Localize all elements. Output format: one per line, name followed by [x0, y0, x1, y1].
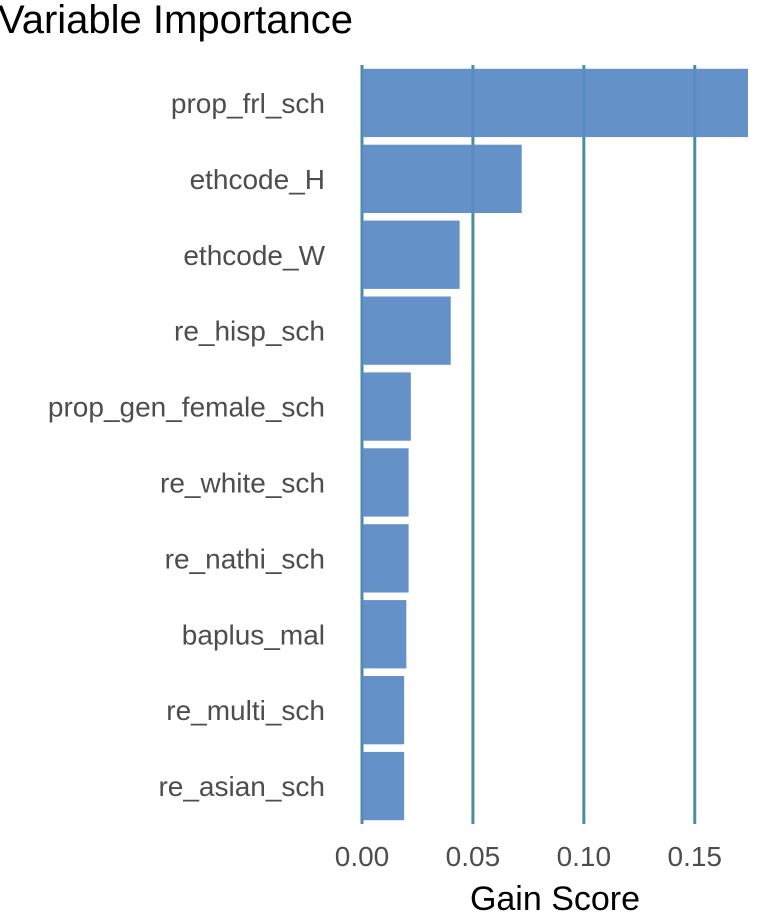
bars: [362, 68, 748, 821]
x-tick-label: 0.05: [446, 841, 501, 872]
x-tick-label: 0.00: [335, 841, 390, 872]
x-tick-labels: 0.00 0.05 0.10 0.15: [335, 841, 722, 872]
category-label: re_white_sch: [160, 467, 325, 498]
bar-prop_frl_sch: [362, 68, 748, 138]
category-label: prop_gen_female_sch: [48, 392, 325, 423]
bar-re_asian_sch: [362, 751, 405, 821]
category-label: ethcode_W: [183, 240, 325, 271]
category-label: prop_frl_sch: [171, 88, 325, 119]
bar-baplus_mal: [362, 600, 407, 669]
x-tick-label: 0.10: [557, 841, 612, 872]
bar-prop_gen_female_sch: [362, 372, 411, 441]
category-label: baplus_mal: [182, 619, 325, 650]
x-axis-title: Gain Score: [470, 880, 640, 918]
category-label: re_hisp_sch: [174, 316, 325, 347]
bar-re_nathi_sch: [362, 524, 409, 593]
chart-title: Variable Importance: [0, 0, 353, 42]
category-label: ethcode_H: [190, 164, 325, 195]
bar-ethcode_H: [362, 144, 522, 214]
bar-re_hisp_sch: [362, 296, 451, 365]
category-label: re_nathi_sch: [165, 543, 325, 574]
bar-re_white_sch: [362, 448, 409, 517]
x-tick-label: 0.15: [668, 841, 723, 872]
category-labels: prop_frl_sch ethcode_H ethcode_W re_hisp_sc…: [48, 88, 326, 802]
category-label: re_asian_sch: [158, 771, 325, 802]
bar-re_multi_sch: [362, 675, 405, 745]
bar-ethcode_W: [362, 220, 460, 289]
category-label: re_multi_sch: [166, 695, 325, 726]
